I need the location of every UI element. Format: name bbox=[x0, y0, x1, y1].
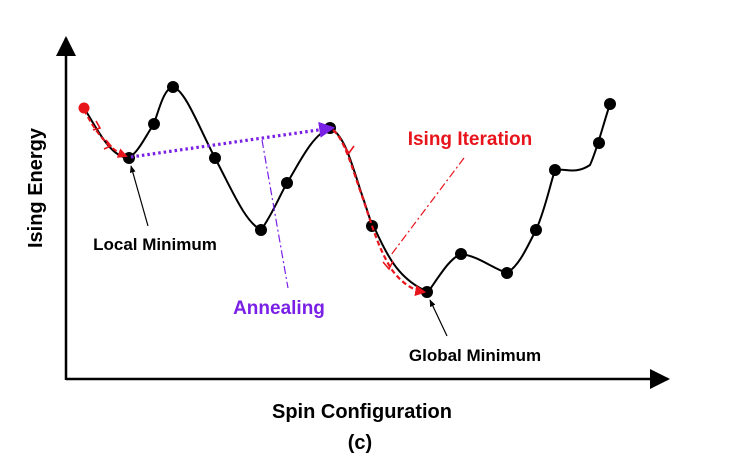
ising-iteration-path-1 bbox=[83, 109, 128, 158]
y-axis-label: Ising Energy bbox=[25, 127, 47, 248]
curve-node bbox=[549, 164, 561, 176]
curve-node bbox=[604, 98, 616, 110]
curve-node bbox=[421, 286, 433, 298]
annealing-label: Annealing bbox=[233, 298, 325, 319]
ising-iteration-chevron bbox=[343, 145, 355, 155]
annealing-jump-arrow bbox=[130, 121, 336, 159]
ising-iteration-chevron bbox=[92, 120, 102, 131]
global-minimum-label: Global Minimum bbox=[409, 346, 541, 365]
ising-iteration-label: Ising Iteration bbox=[408, 129, 533, 150]
curve-node bbox=[255, 224, 267, 236]
local-minimum-label: Local Minimum bbox=[93, 235, 217, 254]
curve-node bbox=[501, 267, 513, 279]
curve-node bbox=[167, 81, 179, 93]
curve-node bbox=[148, 118, 160, 130]
ising-iteration-chevron bbox=[103, 139, 113, 150]
ising-iteration-leader bbox=[390, 157, 465, 256]
start-node bbox=[78, 102, 90, 114]
curve-node bbox=[593, 137, 605, 149]
curve-node bbox=[455, 248, 467, 260]
curve-node bbox=[209, 152, 221, 164]
x-axis-label: Spin Configuration bbox=[272, 401, 452, 423]
local-minimum-arrow bbox=[129, 165, 149, 227]
curve-node bbox=[530, 224, 542, 236]
figure-caption: (c) bbox=[348, 432, 372, 454]
ising-iteration-chevron bbox=[382, 260, 394, 271]
annealing-leader bbox=[261, 139, 289, 289]
energy-curve bbox=[83, 85, 611, 294]
ising-iteration-path-2 bbox=[332, 129, 427, 296]
curve-node bbox=[281, 177, 293, 189]
global-minimum-arrow bbox=[429, 299, 448, 337]
